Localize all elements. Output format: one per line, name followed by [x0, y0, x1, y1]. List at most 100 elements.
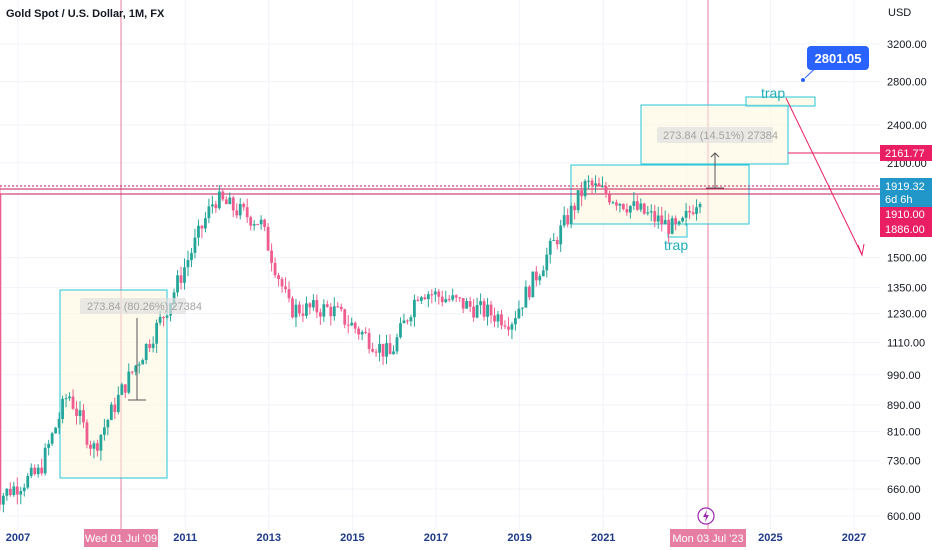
candle-body: [210, 204, 214, 207]
x-tick-label: 2007: [6, 532, 30, 544]
candle-body: [263, 219, 267, 227]
x-tick-label: 2025: [758, 532, 782, 544]
lightning-icon: [703, 510, 709, 522]
candle-body: [270, 250, 273, 263]
candle-body: [395, 337, 399, 352]
candle-body: [15, 486, 19, 495]
candle-body: [113, 404, 117, 413]
candle-body: [249, 217, 253, 226]
candle-body: [597, 183, 601, 187]
y-tick-label: 1500.00: [887, 253, 927, 265]
candle-body: [419, 297, 423, 301]
candle-body: [406, 320, 409, 322]
candle-body: [548, 240, 552, 255]
candle-body: [385, 343, 388, 357]
x-tick-label: 2027: [842, 532, 866, 544]
candle-body: [374, 351, 378, 353]
candle-body: [78, 410, 82, 416]
candle-body: [524, 286, 528, 308]
candle-body: [1, 495, 5, 505]
date-label-2009: Wed 01 Jul '09: [84, 529, 158, 547]
candle-body: [447, 299, 451, 301]
callout-box[interactable]: [807, 46, 869, 70]
candle-body: [618, 203, 622, 206]
measure-note-bg-2023: [657, 127, 773, 143]
candle-body: [5, 488, 9, 496]
candle-body: [562, 215, 566, 226]
candle-body: [141, 360, 145, 365]
candle-body: [245, 207, 249, 218]
y-axis[interactable]: 3200.002800.002400.002100.001500.001350.…: [887, 39, 927, 523]
candle-body: [280, 279, 284, 287]
candle-body: [496, 314, 500, 322]
trap-label-bottom: trap: [664, 237, 688, 253]
candle-body: [440, 296, 444, 303]
candle-body: [489, 304, 493, 316]
candle-body: [569, 205, 573, 225]
price-badge-2161: 2161.77: [880, 145, 932, 161]
candle-body: [350, 322, 354, 326]
measure-box-2009[interactable]: [59, 289, 168, 479]
candle-body: [8, 488, 12, 496]
y-tick-label: 660.00: [887, 484, 921, 496]
candle-body: [527, 286, 531, 298]
candle-body: [155, 322, 159, 344]
trap-box-top[interactable]: [745, 96, 816, 107]
candle-body: [256, 224, 260, 226]
candle-body: [423, 297, 427, 300]
candle-body: [628, 205, 632, 213]
candle-body: [224, 199, 228, 205]
measure-note-2023: 273.84 (14.51%) 27384: [663, 130, 778, 142]
candle-body: [555, 239, 559, 245]
candle-body: [71, 396, 75, 409]
candle-body: [416, 299, 420, 301]
candle-body: [336, 306, 340, 308]
candle-body: [357, 328, 361, 335]
candle-body: [388, 343, 392, 355]
candle-body: [277, 275, 280, 280]
candle-body: [649, 211, 653, 213]
y-tick-label: 1110.00: [887, 338, 925, 350]
candle-body: [172, 292, 176, 304]
candle-body: [371, 348, 375, 352]
candle-body: [311, 300, 315, 308]
candle-body: [444, 299, 448, 303]
candle-body: [566, 215, 570, 225]
candle-body: [137, 364, 141, 366]
candle-body: [148, 344, 152, 348]
candle-body: [660, 215, 664, 225]
trap-label-top: trap: [761, 85, 785, 101]
candle-body: [291, 298, 294, 318]
price-badge-1919-text: 1919.32: [885, 181, 925, 193]
candle-body: [514, 318, 517, 325]
candle-body: [559, 225, 563, 245]
y-tick-label: 990.00: [887, 370, 921, 382]
candle-body: [231, 197, 235, 211]
candle-body: [573, 205, 577, 211]
candle-body: [674, 218, 678, 224]
y-tick-label: 3200.00: [887, 39, 927, 51]
candle-body: [315, 300, 319, 313]
measure-arrow-2023-head: [710, 152, 720, 158]
candles: [0, 175, 702, 513]
candle-body: [102, 427, 106, 435]
candle-body: [26, 475, 30, 488]
candle-body: [698, 203, 702, 208]
x-tick-label: 2017: [424, 532, 448, 544]
candle-body: [96, 443, 99, 451]
candle-body: [346, 324, 350, 326]
candle-body: [36, 467, 40, 475]
candle-body: [179, 275, 183, 283]
candle-body: [144, 344, 148, 361]
candle-body: [322, 304, 326, 317]
x-axis[interactable]: 2007201120132015201720192021202320252027: [6, 532, 866, 544]
candle-body: [298, 304, 301, 314]
candle-body: [50, 433, 54, 444]
candle-body: [364, 332, 368, 334]
candle-body: [238, 203, 242, 216]
candle-body: [461, 298, 465, 309]
projection-arrow: [785, 97, 863, 256]
candle-body: [611, 202, 615, 204]
candle-body: [409, 317, 413, 322]
